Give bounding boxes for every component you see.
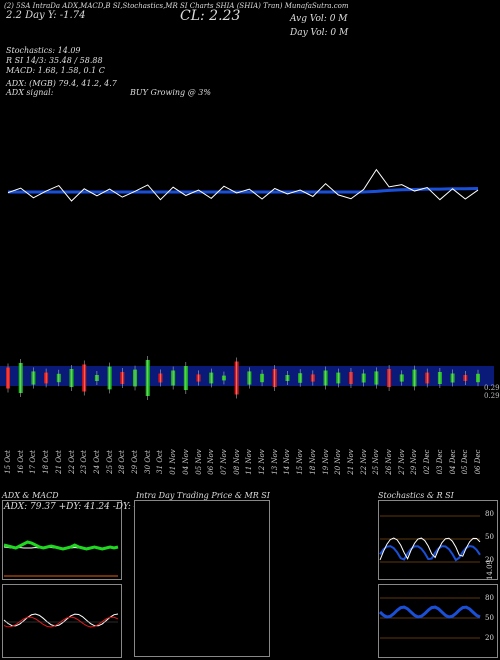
rsi-value: R SI 14/3: 35.48 / 58.88 <box>6 56 103 65</box>
adx-panel <box>2 500 122 580</box>
stoch-tick-20: 20 <box>485 556 494 564</box>
main-chart <box>0 168 494 400</box>
avg-volume: Avg Vol: 0 M <box>290 14 348 24</box>
price-line <box>7 168 479 202</box>
rsi-tick-80: 80 <box>485 594 494 602</box>
stoch-tick-80: 80 <box>485 510 494 518</box>
macd-value: MACD: 1.68, 1.58, 0.1 C <box>6 66 105 75</box>
rsi-tick-20: 20 <box>485 634 494 642</box>
rsi-panel <box>378 584 498 658</box>
intraday-panel-title: Intra Day Trading Price & MR SI <box>136 491 270 500</box>
adx-readout: ADX: 79.37 +DY: 41.24 -DY: 4.74 <box>4 502 154 512</box>
plus-di-line <box>3 540 119 551</box>
stoch-panel-title: Stochastics & R SI <box>378 491 454 500</box>
stochastics-value: Stochastics: 14.09 <box>6 46 81 55</box>
intraday-panel <box>134 500 270 657</box>
adx-signal-label: ADX signal: <box>6 88 54 97</box>
stoch-tick-50: 50 <box>485 533 494 541</box>
chart-title: (2) 5SA IntraDa ADX,MACD,B SI,Stochastic… <box>4 2 349 10</box>
price-change: 2.2 Day Y: -1.74 <box>6 10 86 21</box>
adx-panel-title: ADX & MACD <box>2 491 59 500</box>
moving-average-line <box>8 186 479 194</box>
adx-value: ADX: (MGB) 79.4, 41.2, 4.7 <box>6 79 117 88</box>
stoch-k-line <box>379 537 481 561</box>
adx-signal-value: BUY Growing @ 3% <box>130 88 211 97</box>
macd-signal-line <box>3 616 119 628</box>
price-scale-upper: 0.29 <box>484 384 500 392</box>
close-price: CL: 2.23 <box>180 8 241 24</box>
day-volume: Day Vol: 0 M <box>290 28 349 38</box>
macd-line <box>3 613 119 627</box>
price-scale-lower: 0.29 <box>484 392 500 400</box>
rsi-tick-50: 50 <box>485 614 494 622</box>
stoch-d-line <box>379 545 481 562</box>
rsi-line <box>378 605 481 619</box>
